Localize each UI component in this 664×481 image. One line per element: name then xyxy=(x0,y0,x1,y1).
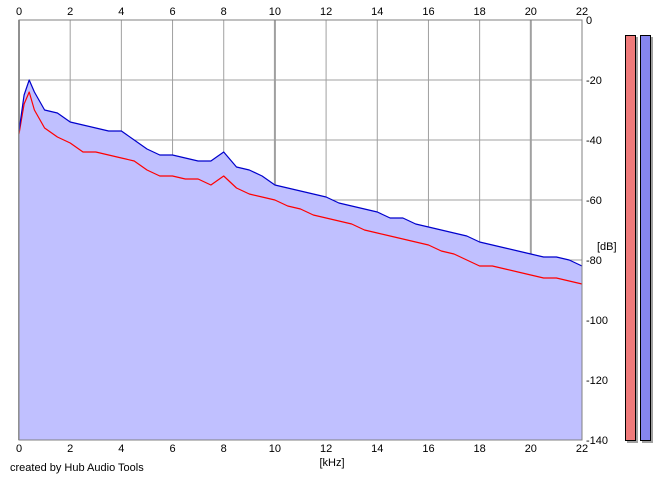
x-tick-label-bottom: 16 xyxy=(422,443,434,455)
x-tick-label-bottom: 8 xyxy=(221,443,227,455)
x-tick-label-top: 18 xyxy=(474,6,486,18)
x-tick-label-top: 20 xyxy=(525,6,537,18)
x-tick-label-top: 4 xyxy=(118,6,124,18)
spectrum-series xyxy=(18,79,583,285)
level-meter-right xyxy=(640,35,651,441)
level-meter-left xyxy=(625,35,636,441)
y-tick-label: 0 xyxy=(586,15,592,27)
x-tick-label-bottom: 18 xyxy=(474,443,486,455)
x-tick-label-top: 0 xyxy=(16,6,22,18)
x-tick-label-top: 6 xyxy=(169,6,175,18)
x-tick-label-top: 16 xyxy=(422,6,434,18)
y-tick-label: -80 xyxy=(586,255,602,267)
x-tick-label-top: 14 xyxy=(371,6,383,18)
spectrum-fill xyxy=(19,80,582,440)
x-tick-label-bottom: 10 xyxy=(269,443,281,455)
y-tick-label: -40 xyxy=(586,135,602,147)
x-tick-label-top: 22 xyxy=(576,6,588,18)
x-tick-label-bottom: 20 xyxy=(525,443,537,455)
x-tick-label-top: 2 xyxy=(67,6,73,18)
x-tick-label-bottom: 22 xyxy=(576,443,588,455)
y-axis-label: [dB] xyxy=(597,241,617,253)
x-tick-label-top: 10 xyxy=(269,6,281,18)
plot-frame xyxy=(18,19,583,441)
x-tick-label-bottom: 6 xyxy=(169,443,175,455)
y-tick-label: -100 xyxy=(586,315,608,327)
x-tick-label-bottom: 4 xyxy=(118,443,124,455)
x-tick-label-bottom: 0 xyxy=(16,443,22,455)
spectrum-area xyxy=(19,80,582,440)
axis-ticks: 002244668810101212141416161818202022220-… xyxy=(16,6,608,455)
x-axis-label: [kHz] xyxy=(319,457,344,469)
x-tick-label-bottom: 12 xyxy=(320,443,332,455)
x-tick-label-bottom: 2 xyxy=(67,443,73,455)
x-tick-label-bottom: 14 xyxy=(371,443,383,455)
credit-text: created by Hub Audio Tools xyxy=(10,462,144,474)
y-tick-label: -20 xyxy=(586,75,602,87)
y-tick-label: -120 xyxy=(586,375,608,387)
x-tick-label-top: 12 xyxy=(320,6,332,18)
x-tick-label-top: 8 xyxy=(221,6,227,18)
y-tick-label: -140 xyxy=(586,435,608,447)
y-tick-label: -60 xyxy=(586,195,602,207)
series-line-blue xyxy=(18,79,583,267)
series-line-red xyxy=(18,91,583,285)
